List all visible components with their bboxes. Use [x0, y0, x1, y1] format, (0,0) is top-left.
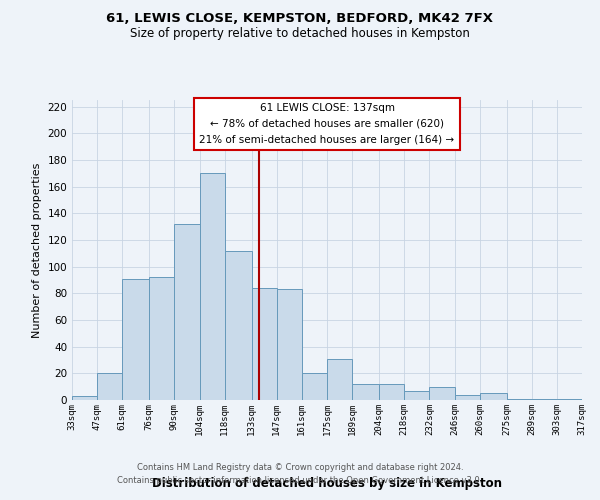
Bar	[97, 374, 122, 400]
Bar	[302, 374, 327, 400]
Bar	[479, 394, 506, 400]
Text: 61 LEWIS CLOSE: 137sqm
← 78% of detached houses are smaller (620)
21% of semi-de: 61 LEWIS CLOSE: 137sqm ← 78% of detached…	[199, 104, 455, 144]
X-axis label: Distribution of detached houses by size in Kempston: Distribution of detached houses by size …	[152, 476, 502, 490]
Text: 61, LEWIS CLOSE, KEMPSTON, BEDFORD, MK42 7FX: 61, LEWIS CLOSE, KEMPSTON, BEDFORD, MK42…	[107, 12, 493, 26]
Bar	[251, 288, 277, 400]
Bar	[379, 384, 404, 400]
Y-axis label: Number of detached properties: Number of detached properties	[32, 162, 42, 338]
Text: Size of property relative to detached houses in Kempston: Size of property relative to detached ho…	[130, 28, 470, 40]
Bar	[149, 278, 175, 400]
Bar	[199, 174, 224, 400]
Bar	[532, 398, 557, 400]
Bar	[72, 396, 97, 400]
Bar	[277, 290, 302, 400]
Bar	[352, 384, 379, 400]
Bar	[175, 224, 199, 400]
Bar	[122, 278, 149, 400]
Bar	[455, 394, 479, 400]
Bar	[557, 398, 582, 400]
Bar	[224, 250, 251, 400]
Bar	[506, 398, 532, 400]
Bar	[430, 386, 455, 400]
Bar	[404, 390, 430, 400]
Bar	[327, 358, 352, 400]
Text: Contains HM Land Registry data © Crown copyright and database right 2024.
Contai: Contains HM Land Registry data © Crown c…	[118, 464, 482, 485]
